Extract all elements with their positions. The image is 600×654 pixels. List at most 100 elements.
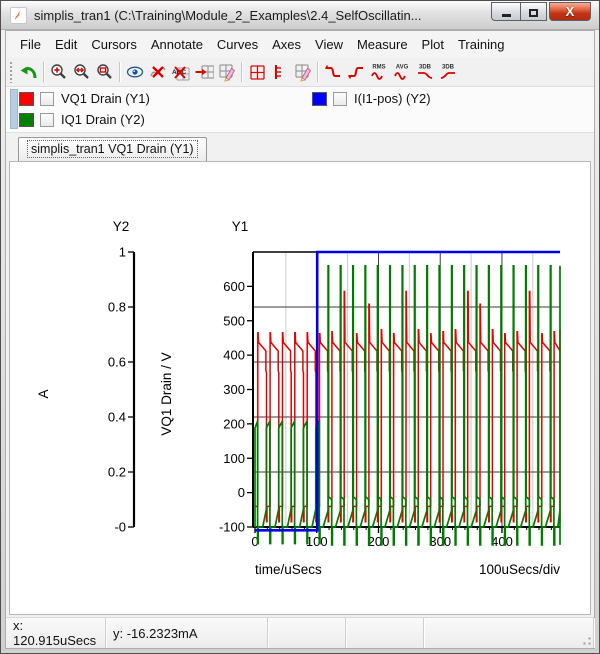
- svg-text:0.8: 0.8: [108, 300, 126, 315]
- menu-measure[interactable]: Measure: [356, 36, 408, 52]
- status-bar: x: 120.915uSecs y: -16.2323mA: [6, 617, 594, 648]
- plot-panel-wrap: -100 0 100 200 300 400 500 600 -0 0.2 0.4 0.6 0.8 1 0 1…: [6, 161, 594, 617]
- rms-button[interactable]: RMS: [367, 60, 390, 83]
- tab-simplis-tran1[interactable]: simplis_tran1 VQ1 Drain (Y1): [18, 137, 207, 161]
- window-controls: X: [491, 1, 591, 21]
- zoom-rect-icon: [96, 63, 112, 79]
- curve-label: VQ1 Drain (Y1): [61, 91, 150, 106]
- highpass-3db-icon: 3DB: [440, 64, 455, 79]
- toolbar-separator: [241, 61, 242, 82]
- close-button[interactable]: X: [549, 1, 591, 21]
- waveform-plot[interactable]: -100 0 100 200 300 400 500 600 -0 0.2 0.4 0.6 0.8 1 0 1…: [10, 162, 588, 612]
- toolbar-grip[interactable]: [9, 60, 14, 83]
- zoom-in-button[interactable]: [47, 60, 70, 83]
- maximize-icon: [529, 8, 538, 17]
- menu-view[interactable]: View: [315, 36, 343, 52]
- curve-label: IQ1 Drain (Y2): [61, 112, 145, 127]
- svg-text:AVG: AVG: [395, 64, 408, 70]
- delete-curve-icon: [149, 65, 166, 78]
- undo-button[interactable]: [17, 60, 40, 83]
- toolbar-separator: [317, 61, 318, 82]
- menu-training[interactable]: Training: [457, 36, 505, 52]
- curve-visibility-checkbox[interactable]: [40, 112, 54, 127]
- svg-text:0: 0: [238, 485, 245, 500]
- curve-label: I(I1-pos) (Y2): [354, 91, 431, 106]
- svg-text:RMS: RMS: [372, 64, 385, 70]
- svg-text:1: 1: [119, 245, 126, 260]
- lowpass-3db-icon: 3DB: [417, 64, 432, 79]
- move-curve-button[interactable]: [192, 60, 215, 83]
- menu-bar: File Edit Cursors Annotate Curves Axes View Mea…: [6, 31, 594, 57]
- legend-selection-strip: [10, 89, 18, 129]
- menu-plot[interactable]: Plot: [421, 36, 444, 52]
- menu-file[interactable]: File: [20, 36, 41, 52]
- app-logo-icon: [10, 6, 27, 24]
- undo-icon: [20, 66, 36, 78]
- svg-text:200: 200: [223, 416, 245, 431]
- svg-text:-100: -100: [219, 520, 245, 535]
- curve-color-swatch[interactable]: [19, 91, 34, 106]
- avg-button[interactable]: AVG: [390, 60, 413, 83]
- status-cell-0: x: 120.915uSecs: [6, 618, 106, 648]
- delete-text-button[interactable]: ABC: [169, 60, 192, 83]
- svg-text:0.4: 0.4: [108, 410, 126, 425]
- svg-text:100uSecs/div: 100uSecs/div: [479, 562, 560, 577]
- status-cell-3: [346, 618, 424, 648]
- svg-text:600: 600: [223, 279, 245, 294]
- svg-text:0: 0: [251, 534, 258, 549]
- add-grid-icon: [249, 64, 265, 80]
- toolbar-separator: [119, 61, 120, 82]
- add-grid-button[interactable]: [245, 60, 268, 83]
- legend-item-vq1: VQ1 Drain (Y1): [19, 91, 150, 106]
- menu-edit[interactable]: Edit: [54, 36, 78, 52]
- status-cell-4: [424, 618, 594, 648]
- status-cell-1: y: -16.2323mA: [106, 618, 268, 648]
- tab-label: simplis_tran1 VQ1 Drain (Y1): [27, 140, 198, 158]
- zoom-rect-button[interactable]: [93, 60, 116, 83]
- add-axis-button[interactable]: [268, 60, 291, 83]
- new-grid-button[interactable]: [291, 60, 314, 83]
- status-cell-2: [268, 618, 346, 648]
- falling-edge-icon: [324, 64, 340, 77]
- highpass-3db-button[interactable]: 3DB: [436, 60, 459, 83]
- svg-text:100: 100: [306, 534, 328, 549]
- toolbar: ABC RMS AVG 3DB 3DB: [6, 57, 594, 87]
- toolbar-separator: [43, 61, 44, 82]
- lowpass-3db-button[interactable]: 3DB: [413, 60, 436, 83]
- plot-panel: -100 0 100 200 300 400 500 600 -0 0.2 0.4 0.6 0.8 1 0 1…: [9, 161, 591, 615]
- menu-axes[interactable]: Axes: [272, 36, 302, 52]
- zoom-x-button[interactable]: [70, 60, 93, 83]
- svg-text:3DB: 3DB: [441, 64, 454, 70]
- curve-visibility-checkbox[interactable]: [333, 91, 347, 106]
- curve-visibility-checkbox[interactable]: [40, 91, 54, 106]
- tick-labels: -100 0 100 200 300 400 500 600 -0 0.2 0.4 0.6 0.8 1 0 1…: [108, 245, 552, 549]
- curve-color-swatch[interactable]: [19, 112, 34, 127]
- rising-edge-button[interactable]: [344, 60, 367, 83]
- svg-text:100: 100: [223, 451, 245, 466]
- svg-text:Y1: Y1: [232, 219, 249, 234]
- falling-edge-button[interactable]: [321, 60, 344, 83]
- rising-edge-icon: [347, 66, 363, 79]
- svg-text:500: 500: [223, 313, 245, 328]
- svg-text:time/uSecs: time/uSecs: [255, 562, 322, 577]
- svg-text:-0: -0: [114, 520, 126, 535]
- minimize-button[interactable]: [491, 1, 520, 21]
- show-curve-button[interactable]: [123, 60, 146, 83]
- menu-curves[interactable]: Curves: [216, 36, 259, 52]
- show-curve-icon: [126, 66, 143, 77]
- svg-text:0.2: 0.2: [108, 465, 126, 480]
- add-axis-icon: [274, 64, 281, 79]
- axes: [132, 252, 560, 528]
- zoom-in-icon: [50, 63, 66, 79]
- curve-color-swatch[interactable]: [312, 91, 327, 106]
- svg-text:400: 400: [491, 534, 513, 549]
- edit-grid-button[interactable]: [215, 60, 238, 83]
- new-grid-icon: [294, 63, 311, 82]
- menu-cursors[interactable]: Cursors: [91, 36, 137, 52]
- delete-curve-button[interactable]: [146, 60, 169, 83]
- maximize-button[interactable]: [520, 1, 547, 21]
- menu-annotate[interactable]: Annotate: [150, 36, 203, 52]
- minimize-icon: [501, 13, 511, 17]
- svg-text:Y2: Y2: [113, 219, 130, 234]
- legend-panel: VQ1 Drain (Y1) IQ1 Drain (Y2) I(I1-pos) (Y…: [6, 87, 594, 133]
